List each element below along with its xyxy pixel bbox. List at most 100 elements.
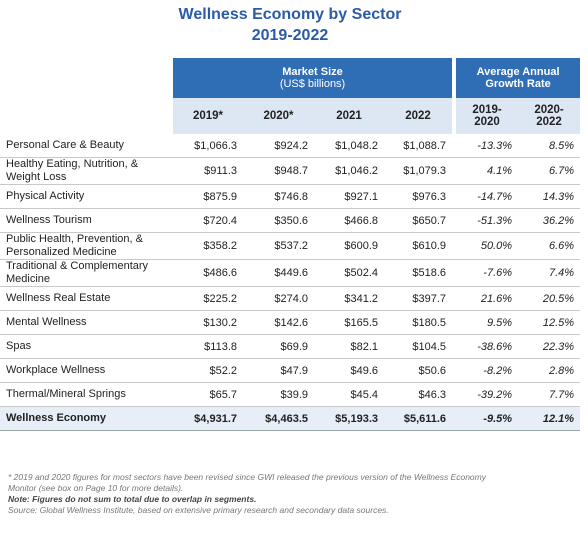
- cell: $180.5: [384, 310, 453, 335]
- header-text: Market Size: [282, 66, 343, 78]
- growth-header: Average Annual Growth Rate: [456, 58, 581, 98]
- row-label: Mental Wellness: [0, 310, 173, 335]
- cell: -38.6%: [456, 334, 519, 359]
- cell: $875.9: [173, 184, 243, 209]
- column-header: 2020*: [243, 98, 314, 134]
- table-row: Wellness Real Estate $225.2 $274.0 $341.2 $3…: [0, 286, 581, 311]
- row-label: Thermal/Mineral Springs: [0, 382, 173, 407]
- cell: $537.2: [243, 232, 314, 260]
- cell: $976.3: [384, 184, 453, 209]
- gap: [452, 406, 457, 431]
- cell: 7.7%: [518, 382, 581, 407]
- cell: $610.9: [384, 232, 453, 260]
- subtitle: 2019-2022: [251, 27, 329, 44]
- cell: $1,048.2: [314, 134, 384, 158]
- cell: $130.2: [173, 310, 243, 335]
- cell: $45.4: [314, 382, 384, 407]
- cell: $466.8: [314, 208, 384, 233]
- gap: [452, 98, 457, 134]
- cell: 12.1%: [518, 406, 581, 431]
- cell: -51.3%: [456, 208, 519, 233]
- cell: $5,193.3: [314, 406, 384, 431]
- gap: [452, 134, 457, 158]
- table-row: Public Health, Prevention, & Personalize…: [0, 232, 581, 260]
- row-label: Physical Activity: [0, 184, 173, 209]
- cell: $47.9: [243, 358, 314, 383]
- subheader-row: 2019* 2020* 2021 2022 2019-2020 2020-2022: [0, 98, 581, 134]
- gap: [452, 382, 457, 407]
- market-size-header: Market Size (US$ billions): [173, 58, 453, 98]
- cell: $142.6: [243, 310, 314, 335]
- cell: $927.1: [314, 184, 384, 209]
- gap: [452, 58, 457, 98]
- cell: $397.7: [384, 286, 453, 311]
- cell: $69.9: [243, 334, 314, 359]
- blank: [0, 58, 173, 98]
- row-label: Spas: [0, 334, 173, 359]
- cell: 50.0%: [456, 232, 519, 260]
- table-row: Healthy Eating, Nutrition, & Weight Loss…: [0, 157, 581, 185]
- cell: $39.9: [243, 382, 314, 407]
- row-label: Personal Care & Beauty: [0, 134, 173, 158]
- table-row: Wellness Tourism $720.4 $350.6 $466.8 $650.7…: [0, 208, 581, 233]
- cell: 21.6%: [456, 286, 519, 311]
- row-label: Wellness Economy: [0, 406, 173, 431]
- footnotes: * 2019 and 2020 figures for most sectors…: [8, 472, 498, 516]
- column-header: 2021: [314, 98, 384, 134]
- cell: $274.0: [243, 286, 314, 311]
- cell: -9.5%: [456, 406, 519, 431]
- cell: $924.2: [243, 134, 314, 158]
- cell: 7.4%: [518, 259, 581, 287]
- cell: 20.5%: [518, 286, 581, 311]
- cell: $1,079.3: [384, 157, 453, 185]
- cell: 14.3%: [518, 184, 581, 209]
- gap: [452, 358, 457, 383]
- cell: $350.6: [243, 208, 314, 233]
- gap: [452, 157, 457, 185]
- cell: $50.6: [384, 358, 453, 383]
- cell: -8.2%: [456, 358, 519, 383]
- cell: $358.2: [173, 232, 243, 260]
- header-unit: (US$ billions): [279, 78, 346, 90]
- cell: -39.2%: [456, 382, 519, 407]
- cell: 6.6%: [518, 232, 581, 260]
- cell: 36.2%: [518, 208, 581, 233]
- gap: [452, 334, 457, 359]
- cell: $341.2: [314, 286, 384, 311]
- table-row: Mental Wellness $130.2 $142.6 $165.5 $180.5 9…: [0, 310, 581, 335]
- gap: [452, 286, 457, 311]
- cell: $948.7: [243, 157, 314, 185]
- footnote: Note: Figures do not sum to total due to…: [8, 494, 257, 504]
- cell: $502.4: [314, 259, 384, 287]
- cell: $1,066.3: [173, 134, 243, 158]
- cell: $5,611.6: [384, 406, 453, 431]
- row-label: Healthy Eating, Nutrition, & Weight Loss: [0, 157, 173, 185]
- row-label: Workplace Wellness: [0, 358, 173, 383]
- cell: $65.7: [173, 382, 243, 407]
- table-row: Traditional & Complementary Medicine $486…: [0, 259, 581, 287]
- table-row: Workplace Wellness $52.2 $47.9 $49.6 $50.6 -8…: [0, 358, 581, 383]
- gap: [452, 232, 457, 260]
- cell: 12.5%: [518, 310, 581, 335]
- cell: $518.6: [384, 259, 453, 287]
- cell: $49.6: [314, 358, 384, 383]
- cell: $650.7: [384, 208, 453, 233]
- cell: $113.8: [173, 334, 243, 359]
- cell: 9.5%: [456, 310, 519, 335]
- cell: 2.8%: [518, 358, 581, 383]
- cell: $486.6: [173, 259, 243, 287]
- blank: [0, 98, 173, 134]
- cell: $4,463.5: [243, 406, 314, 431]
- table-row: Spas $113.8 $69.9 $82.1 $104.5 -38.6% 22.3%: [0, 334, 581, 359]
- gap: [452, 259, 457, 287]
- cell: -13.3%: [456, 134, 519, 158]
- footnote: Source: Global Wellness Institute, based…: [8, 505, 389, 515]
- table-row: Thermal/Mineral Springs $65.7 $39.9 $45.4 $4…: [0, 382, 581, 407]
- row-label: Wellness Tourism: [0, 208, 173, 233]
- cell: $52.2: [173, 358, 243, 383]
- cell: $746.8: [243, 184, 314, 209]
- cell: $104.5: [384, 334, 453, 359]
- table-row: Wellness Economy $4,931.7 $4,463.5 $5,193.3…: [0, 406, 581, 431]
- column-header: 2022: [384, 98, 453, 134]
